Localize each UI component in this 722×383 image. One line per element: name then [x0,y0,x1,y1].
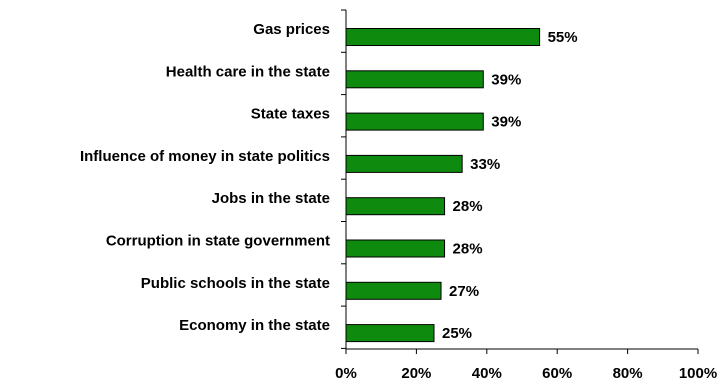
category-label-0: Gas prices [253,21,330,38]
bar-1 [345,70,484,89]
value-label-2: 39% [491,114,521,131]
x-tick-label-5: 100% [679,365,717,382]
bar-7 [345,324,435,343]
value-label-5: 28% [453,240,483,257]
bar-6 [345,281,442,300]
category-label-6: Public schools in the state [141,275,330,292]
x-tick-label-2: 40% [472,365,502,382]
x-tick-label-1: 20% [401,365,431,382]
category-label-2: State taxes [251,106,330,123]
category-label-7: Economy in the state [179,317,330,334]
bar-5 [345,239,446,258]
labels-group: Gas prices 55% Health care in the state 39%… [80,21,717,382]
category-label-4: Jobs in the state [212,190,330,207]
value-label-0: 55% [548,29,578,46]
x-tick-label-3: 60% [542,365,572,382]
value-label-7: 25% [442,325,472,342]
category-label-5: Corruption in state government [106,232,330,249]
axes-group [341,9,699,354]
bar-3 [345,154,463,173]
value-label-1: 39% [491,71,521,88]
bar-0 [345,28,541,46]
bar-2 [345,112,484,131]
value-label-6: 27% [449,283,479,300]
category-label-3: Influence of money in state politics [80,148,330,165]
value-label-4: 28% [453,198,483,215]
category-label-1: Health care in the state [166,63,330,80]
x-tick-label-4: 80% [613,365,643,382]
bar-4 [345,197,446,216]
x-tick-label-0: 0% [335,365,357,382]
value-label-3: 33% [470,156,500,173]
